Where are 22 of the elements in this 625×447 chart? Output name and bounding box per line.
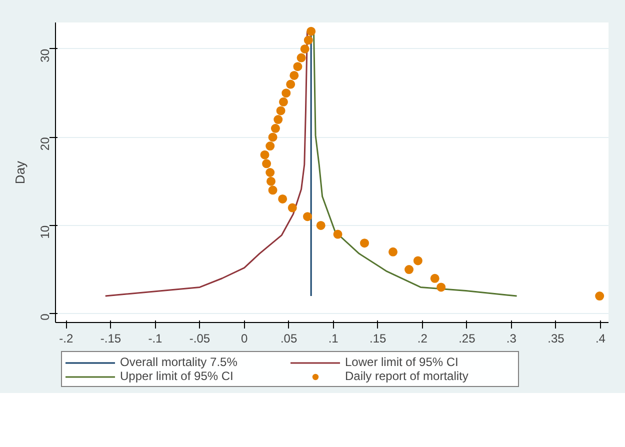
x-tick-label: -.05 — [189, 332, 210, 346]
y-tick-label: 20 — [38, 136, 52, 151]
x-tick-label: -.15 — [100, 332, 122, 346]
x-tick-label: 0 — [240, 332, 248, 346]
legend-label: Daily report of mortality — [345, 369, 470, 383]
legend-label: Upper limit of 95% CI — [120, 369, 234, 383]
y-tick-label: 30 — [38, 48, 52, 62]
x-tick-label: .15 — [370, 332, 387, 346]
x-tick-label: .3 — [506, 332, 517, 346]
y-axis-title: Day — [12, 160, 28, 184]
y-tick-label: 10 — [38, 225, 52, 239]
x-tick-label: .35 — [548, 332, 565, 346]
x-tick-label: -.2 — [59, 332, 74, 346]
y-tick-label: 0 — [38, 313, 52, 320]
x-tick-label: .1 — [328, 332, 339, 346]
x-tick-label: .25 — [458, 332, 476, 346]
x-tick-label: .2 — [417, 332, 428, 346]
legend-label: Lower limit of 95% CI — [345, 355, 460, 369]
x-tick-label: .05 — [280, 332, 298, 346]
x-tick-label: .4 — [595, 332, 606, 346]
legend-label: Overall mortality 7.5% — [120, 355, 238, 369]
x-tick-label: -.1 — [148, 332, 163, 346]
